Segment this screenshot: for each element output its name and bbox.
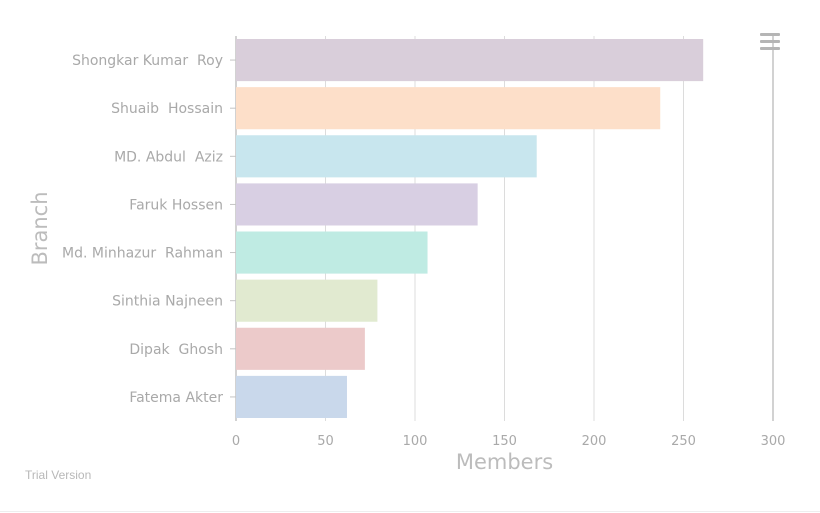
x-tick-label: 300 bbox=[761, 434, 786, 449]
bar[interactable] bbox=[236, 279, 378, 322]
category-label: Faruk Hossen bbox=[129, 197, 223, 213]
category-label: Md. Minhazur Rahman bbox=[62, 246, 223, 262]
x-tick-label: 200 bbox=[582, 434, 607, 449]
bars bbox=[236, 39, 704, 418]
bar[interactable] bbox=[236, 39, 704, 82]
category-label: Fatema Akter bbox=[129, 390, 223, 406]
category-label: Shuaib Hossain bbox=[111, 101, 223, 117]
trial-version-credit: Trial Version bbox=[25, 468, 92, 482]
bar[interactable] bbox=[236, 231, 428, 274]
category-label: Shongkar Kumar Roy bbox=[72, 53, 223, 69]
x-tick-labels: 0 50 100 150 200 250 300 bbox=[232, 434, 786, 449]
bar[interactable] bbox=[236, 135, 537, 178]
y-axis-title: Branch bbox=[28, 191, 52, 265]
bar[interactable] bbox=[236, 375, 347, 418]
bar[interactable] bbox=[236, 87, 661, 130]
category-label: Dipak Ghosh bbox=[129, 342, 223, 358]
x-tick-label: 250 bbox=[671, 434, 696, 449]
x-tick-label: 50 bbox=[317, 434, 334, 449]
chart-menu-button[interactable] bbox=[755, 28, 787, 56]
category-label: MD. Abdul Aziz bbox=[114, 149, 223, 165]
x-tick-label: 100 bbox=[403, 434, 428, 449]
x-tick-label: 0 bbox=[232, 434, 240, 449]
x-tick-label: 150 bbox=[492, 434, 517, 449]
hamburger-menu-icon bbox=[760, 33, 780, 36]
x-axis-title: Members bbox=[456, 450, 553, 474]
hamburger-menu-icon bbox=[760, 40, 780, 43]
category-labels: Shongkar Kumar Roy Shuaib Hossain MD. Abdu… bbox=[62, 53, 236, 406]
bar[interactable] bbox=[236, 183, 478, 226]
hamburger-menu-icon bbox=[760, 47, 780, 50]
bottom-divider bbox=[0, 511, 820, 512]
category-label: Sinthia Najneen bbox=[112, 294, 223, 310]
bar[interactable] bbox=[236, 327, 365, 370]
